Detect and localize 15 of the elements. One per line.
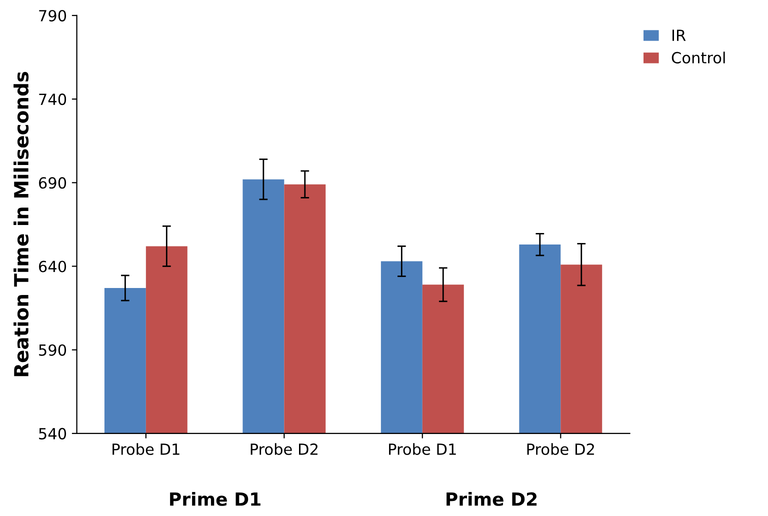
text: Prime D1: [170, 492, 260, 506]
y-tick-label: 540: [39, 428, 66, 440]
x-tick-label: Probe D2: [527, 443, 594, 455]
x-tick-label: Probe D2: [250, 443, 318, 455]
y-tick-label: 740: [39, 94, 66, 106]
legend-label: Control: [672, 52, 725, 64]
y-tick-label: 690: [38, 177, 66, 189]
x-tick-label: Probe D1: [389, 443, 456, 455]
y-tick-label: 640: [38, 260, 66, 272]
y-axis-title: Reation Time in Miliseconds: [14, 72, 29, 376]
x-tick-label: Probe D1: [112, 443, 180, 455]
text: Prime D2: [446, 492, 537, 506]
y-tick-label: 590: [39, 344, 66, 356]
y-tick-label: 790: [39, 10, 66, 22]
legend-label: IR: [672, 30, 686, 41]
